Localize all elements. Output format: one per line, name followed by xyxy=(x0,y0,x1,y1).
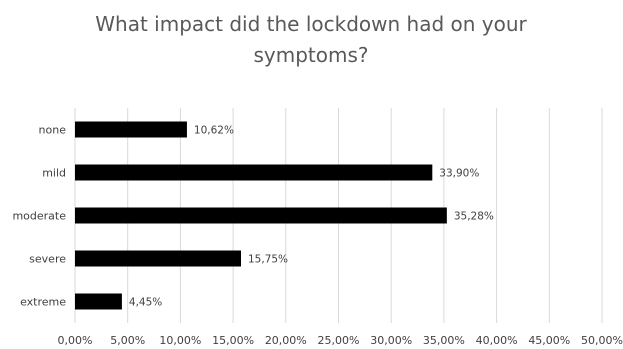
data-label: 15,75% xyxy=(248,254,288,266)
category-label: none xyxy=(39,124,67,137)
x-tick-label: 10,00% xyxy=(159,334,201,347)
x-tick-label: 50,00% xyxy=(581,334,623,347)
bar xyxy=(75,293,122,310)
x-tick-label: 15,00% xyxy=(212,334,254,347)
category-label: severe xyxy=(29,253,66,266)
x-tick-label: 0,00% xyxy=(58,334,93,347)
category-labels: none mild moderate severe extreme xyxy=(12,124,66,309)
bars xyxy=(75,121,447,310)
bar xyxy=(75,164,433,181)
chart-title-line-1: What impact did the lockdown had on your xyxy=(95,12,527,36)
data-label: 10,62% xyxy=(194,125,234,137)
x-tick-label: 25,00% xyxy=(318,334,360,347)
bar xyxy=(75,207,447,224)
category-label: extreme xyxy=(20,296,66,309)
x-tick-label: 30,00% xyxy=(370,334,412,347)
category-label: mild xyxy=(42,167,66,180)
chart-title-line-2: symptoms? xyxy=(253,43,368,67)
data-label: 35,28% xyxy=(454,211,494,223)
x-tick-label: 40,00% xyxy=(476,334,518,347)
bar xyxy=(75,121,187,138)
category-label: moderate xyxy=(12,210,66,223)
x-tick-label: 20,00% xyxy=(265,334,307,347)
x-tick-label: 45,00% xyxy=(528,334,570,347)
x-tick-label: 35,00% xyxy=(423,334,465,347)
bar xyxy=(75,250,242,267)
data-label: 33,90% xyxy=(439,168,479,180)
x-tick-label: 5,00% xyxy=(110,334,145,347)
data-label: 4,45% xyxy=(129,297,162,309)
x-tick-labels: 0,00% 5,00% 10,00% 15,00% 20,00% 25,00% 30,00%… xyxy=(58,334,623,347)
data-labels: 10,62% 33,90% 35,28% 15,75% 4,45% xyxy=(129,125,494,309)
